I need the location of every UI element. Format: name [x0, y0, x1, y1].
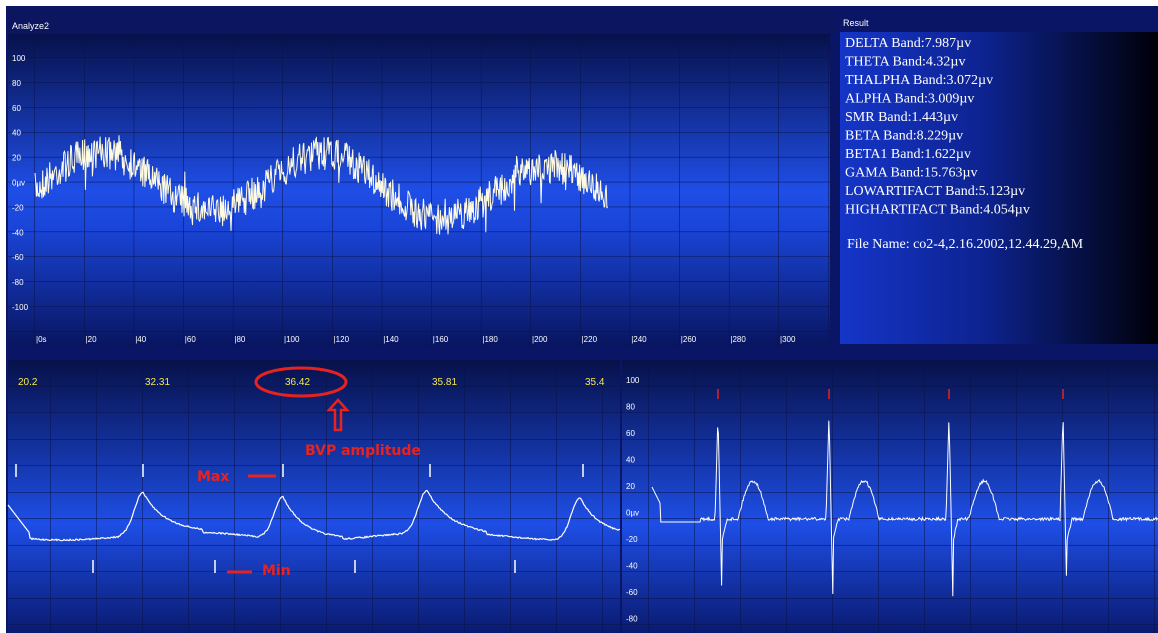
result-title: Result [843, 18, 869, 28]
title-bar [6, 8, 836, 34]
band-value: BETA1 Band:1.622µv [845, 147, 971, 162]
band-value: ALPHA Band:3.009µv [845, 92, 974, 107]
x-label: |0s [36, 335, 47, 344]
window-title: Analyze2 [12, 21, 49, 31]
y-label: -100 [12, 303, 29, 312]
band-value: THALPHA Band:3.072µv [845, 73, 993, 88]
divider [6, 348, 1158, 360]
y-label: 100 [12, 54, 26, 63]
ecg-y-label: -20 [626, 535, 638, 544]
band-value: HIGHARTIFACT Band:4.054µv [845, 203, 1030, 218]
x-label: |80 [234, 335, 246, 344]
file-name: File Name: co2-4,2.16.2002,12.44.29,AM [847, 237, 1084, 252]
x-label: |240 [631, 335, 647, 344]
x-label: |220 [582, 335, 598, 344]
bvp-amplitude: 36.42 [285, 377, 310, 388]
x-label: |300 [780, 335, 796, 344]
x-label: |260 [681, 335, 697, 344]
ecg-y-label: -60 [626, 588, 638, 597]
x-label: |20 [86, 335, 98, 344]
band-value: DELTA Band:7.987µv [845, 36, 971, 51]
ecg-y-label: -80 [626, 615, 638, 624]
x-label: |200 [532, 335, 548, 344]
bvp-annotation: BVP amplitude [305, 443, 421, 459]
x-label: |140 [383, 335, 399, 344]
y-label: 20 [12, 154, 21, 163]
y-label: 60 [12, 104, 21, 113]
x-label: |160 [433, 335, 449, 344]
y-label: -20 [12, 203, 24, 212]
band-value: LOWARTIFACT Band:5.123µv [845, 184, 1025, 199]
ecg-y-label: 60 [626, 429, 635, 438]
band-value: BETA Band:8.229µv [845, 129, 963, 144]
max-label: Max [197, 469, 229, 485]
y-label: 40 [12, 129, 21, 138]
ecg-y-label: 100 [626, 376, 640, 385]
ecg-wave [651, 420, 1158, 597]
x-label: |60 [185, 335, 197, 344]
bvp-amplitude: 35.81 [432, 377, 457, 388]
ecg-grid [622, 360, 1158, 633]
y-label: 0µv [12, 179, 25, 188]
band-value: THETA Band:4.32µv [845, 55, 966, 70]
dynamic: 100 80 60 40 20 0µv -20 -40 -60 -80 -100 |0s |20 |40 |… [7, 36, 1158, 624]
result-panel [840, 32, 1158, 344]
ecg-y-label: 80 [626, 403, 635, 412]
y-label: 80 [12, 79, 21, 88]
x-label: |40 [135, 335, 147, 344]
bvp-grid [8, 360, 620, 633]
ecg-y-label: 0µv [626, 509, 639, 518]
bvp-amplitude: 20.2 [18, 377, 38, 388]
eeg-wave [34, 135, 609, 235]
highlight-ellipse [254, 366, 348, 398]
y-label: -60 [12, 253, 24, 262]
bvp-amplitude: 32.31 [145, 377, 170, 388]
arrow [326, 398, 350, 432]
ecg-y-label: -40 [626, 562, 638, 571]
bvp-wave [7, 489, 621, 542]
band-value: GAMA Band:15.763µv [845, 166, 978, 181]
x-label: |280 [730, 335, 746, 344]
ecg-y-label: 40 [626, 456, 635, 465]
x-label: |100 [284, 335, 300, 344]
x-label: |120 [334, 335, 350, 344]
y-label: -80 [12, 278, 24, 287]
ecg-y-label: 20 [626, 482, 635, 491]
x-label: |180 [482, 335, 498, 344]
y-label: -40 [12, 228, 24, 237]
bvp-amplitude: 35.4 [585, 377, 605, 388]
band-value: SMR Band:1.443µv [845, 110, 958, 125]
min-label: Min [262, 563, 291, 579]
eeg-grid [8, 34, 830, 346]
